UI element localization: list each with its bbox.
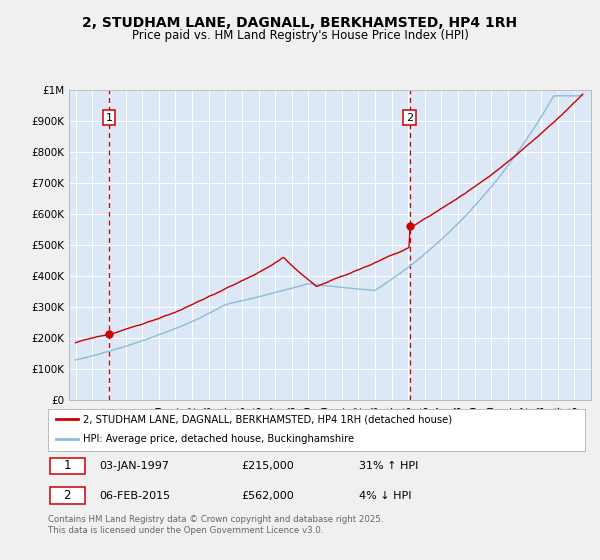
Text: 2, STUDHAM LANE, DAGNALL, BERKHAMSTED, HP4 1RH: 2, STUDHAM LANE, DAGNALL, BERKHAMSTED, H…	[82, 16, 518, 30]
Text: HPI: Average price, detached house, Buckinghamshire: HPI: Average price, detached house, Buck…	[83, 434, 354, 444]
Text: 2: 2	[406, 113, 413, 123]
Text: 1: 1	[106, 113, 113, 123]
Text: £562,000: £562,000	[241, 491, 294, 501]
Text: £215,000: £215,000	[241, 461, 294, 471]
Text: Contains HM Land Registry data © Crown copyright and database right 2025.
This d: Contains HM Land Registry data © Crown c…	[48, 515, 383, 535]
Text: 06-FEB-2015: 06-FEB-2015	[99, 491, 170, 501]
Text: Price paid vs. HM Land Registry's House Price Index (HPI): Price paid vs. HM Land Registry's House …	[131, 29, 469, 42]
Text: 2: 2	[64, 489, 71, 502]
Text: 03-JAN-1997: 03-JAN-1997	[99, 461, 169, 471]
Text: 4% ↓ HPI: 4% ↓ HPI	[359, 491, 412, 501]
Text: 2, STUDHAM LANE, DAGNALL, BERKHAMSTED, HP4 1RH (detached house): 2, STUDHAM LANE, DAGNALL, BERKHAMSTED, H…	[83, 414, 452, 424]
FancyBboxPatch shape	[50, 487, 85, 504]
FancyBboxPatch shape	[50, 458, 85, 474]
Text: 1: 1	[64, 459, 71, 473]
Text: 31% ↑ HPI: 31% ↑ HPI	[359, 461, 419, 471]
